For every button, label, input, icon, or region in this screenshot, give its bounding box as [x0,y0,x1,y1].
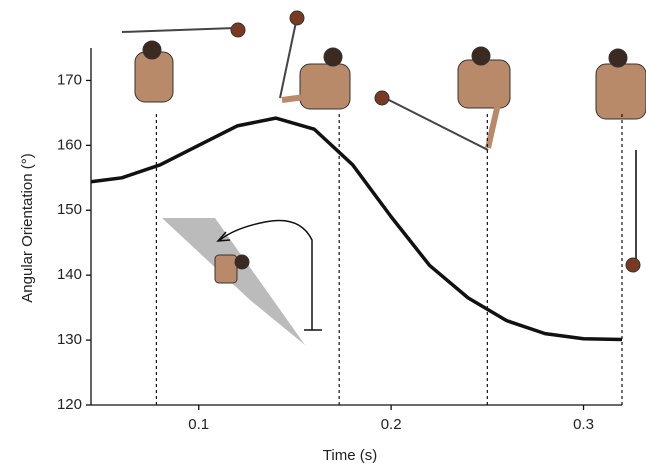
x-tick-label: 0.3 [573,416,594,433]
y-axis-label: Angular Orientation (°) [19,153,36,302]
y-tick-label: 120 [57,396,82,413]
x-axis-label: Time (s) [323,447,377,464]
x-tick-label: 0.2 [381,416,402,433]
y-tick-label: 130 [57,331,82,348]
data-line [91,118,622,339]
y-tick-label: 140 [57,266,82,283]
swing-illustrations [122,11,646,345]
x-tick-label: 0.1 [188,416,209,433]
y-tick-label: 150 [57,201,82,218]
chart: Time (s) Angular Orientation (°) 120 130 1… [0,0,646,467]
y-tick-label: 160 [57,136,82,153]
y-tick-label: 170 [57,71,82,88]
